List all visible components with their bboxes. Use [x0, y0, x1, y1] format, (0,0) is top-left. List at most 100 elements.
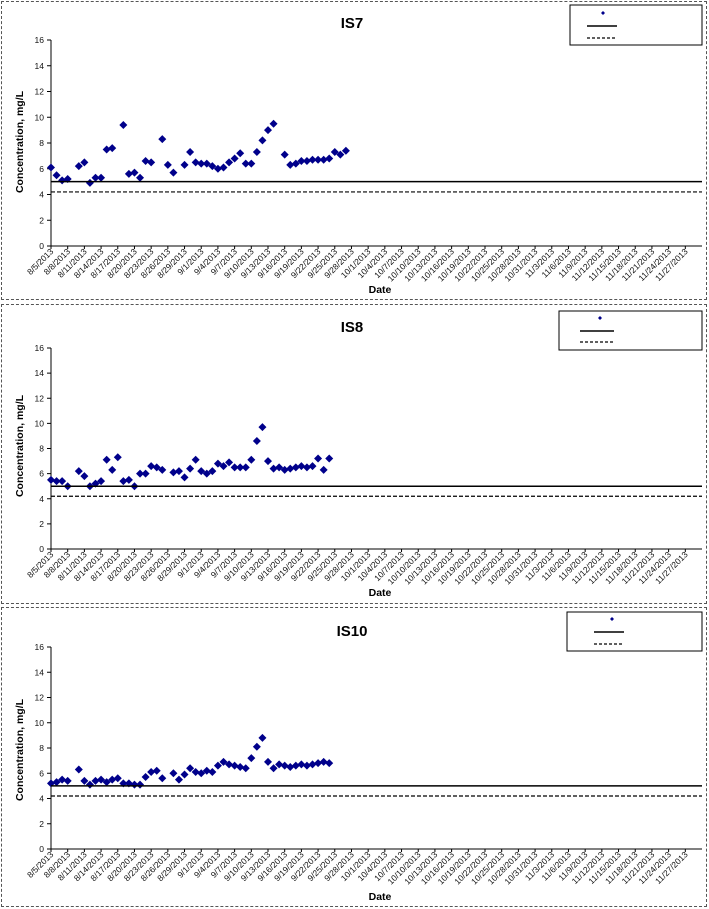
data-point — [130, 168, 139, 177]
data-point — [180, 473, 189, 482]
data-point — [108, 465, 117, 474]
data-point — [252, 742, 261, 751]
chart-svg: 02468101214168/5/20138/8/20138/11/20138/… — [14, 611, 703, 903]
y-tick-label: 2 — [39, 215, 44, 225]
data-point — [108, 775, 117, 784]
y-tick-label: 16 — [35, 343, 45, 353]
y-tick-label: 6 — [39, 164, 44, 174]
data-point — [302, 761, 311, 770]
data-point — [241, 159, 250, 168]
data-point — [241, 764, 250, 773]
data-point — [158, 774, 167, 783]
marks-layer — [47, 733, 702, 797]
legend — [566, 611, 703, 652]
data-point — [174, 467, 183, 476]
data-point — [147, 158, 156, 167]
data-point — [186, 148, 195, 157]
data-point — [258, 423, 267, 432]
data-point — [136, 173, 145, 182]
y-tick-label: 8 — [39, 444, 44, 454]
y-tick-label: 0 — [39, 241, 44, 251]
legend-marker-icon — [598, 316, 602, 320]
data-point — [247, 754, 256, 763]
data-point — [219, 757, 228, 766]
data-point — [180, 770, 189, 779]
data-point — [102, 455, 111, 464]
y-tick-label: 10 — [35, 418, 45, 428]
data-point — [52, 171, 61, 180]
data-point — [202, 159, 211, 168]
data-point — [58, 176, 67, 185]
data-point — [63, 776, 72, 785]
data-point — [169, 468, 178, 477]
chart-svg: 02468101214168/5/20138/8/20138/11/20138/… — [14, 4, 703, 296]
data-point — [314, 759, 323, 768]
data-point — [297, 462, 306, 471]
data-point — [191, 158, 200, 167]
y-tick-label: 2 — [39, 519, 44, 529]
data-point — [236, 149, 245, 158]
y-tick-label: 2 — [39, 819, 44, 829]
data-point — [319, 465, 328, 474]
data-point — [152, 766, 161, 775]
data-point — [325, 759, 334, 768]
data-point — [58, 477, 67, 486]
data-point — [269, 119, 278, 128]
data-point — [341, 146, 350, 155]
data-point — [325, 154, 334, 163]
data-point — [258, 136, 267, 145]
data-point — [202, 469, 211, 478]
chart-title: IS7 — [341, 15, 364, 32]
data-point — [291, 761, 300, 770]
legend-marker-icon — [601, 11, 605, 15]
data-point — [308, 760, 317, 769]
data-point — [225, 458, 234, 467]
data-point — [225, 158, 234, 167]
y-tick-label: 10 — [35, 718, 45, 728]
data-point — [252, 148, 261, 157]
y-axis-label: Concentration, mg/L — [14, 698, 26, 801]
data-point — [136, 780, 145, 789]
chart-panel-is7: 0 2 4 6 8 10 12 14 16 8/5/2013 8/8/2013 8/11/2013 8/… — [1, 1, 707, 300]
data-point — [314, 454, 323, 463]
chart-panel-is8: 0 2 4 6 8 10 12 14 16 8/5/2013 8/8/2013 8/11/2013 8/… — [1, 304, 707, 604]
legend — [558, 310, 703, 351]
data-point — [152, 463, 161, 472]
data-point — [97, 173, 106, 182]
data-point — [80, 472, 89, 481]
y-tick-label: 12 — [35, 87, 45, 97]
chart-title: IS8 — [341, 319, 364, 336]
data-point — [247, 455, 256, 464]
y-tick-label: 14 — [35, 61, 45, 71]
y-axis-label: Concentration, mg/L — [14, 90, 26, 193]
data-point — [308, 155, 317, 164]
y-tick-label: 6 — [39, 768, 44, 778]
data-point — [74, 467, 83, 476]
data-point — [191, 767, 200, 776]
data-point — [247, 159, 256, 168]
data-point — [319, 155, 328, 164]
data-point — [158, 135, 167, 144]
data-point — [230, 761, 239, 770]
data-point — [124, 475, 133, 484]
y-tick-label: 14 — [35, 667, 45, 677]
data-point — [147, 767, 156, 776]
data-point — [141, 157, 150, 166]
data-point — [213, 459, 222, 468]
chart-panel-is10: 0 2 4 6 8 10 12 14 16 8/5/2013 8/8/2013 8/11/2013 8/… — [1, 607, 707, 907]
data-point — [186, 764, 195, 773]
data-point — [124, 169, 133, 178]
data-point — [141, 469, 150, 478]
data-point — [297, 157, 306, 166]
data-point — [280, 465, 289, 474]
data-point — [275, 463, 284, 472]
data-point — [158, 465, 167, 474]
y-tick-label: 12 — [35, 693, 45, 703]
data-point — [297, 760, 306, 769]
y-tick-label: 4 — [39, 190, 44, 200]
data-point — [197, 769, 206, 778]
data-point — [258, 733, 267, 742]
data-point — [113, 774, 122, 783]
data-point — [191, 455, 200, 464]
data-point — [97, 775, 106, 784]
